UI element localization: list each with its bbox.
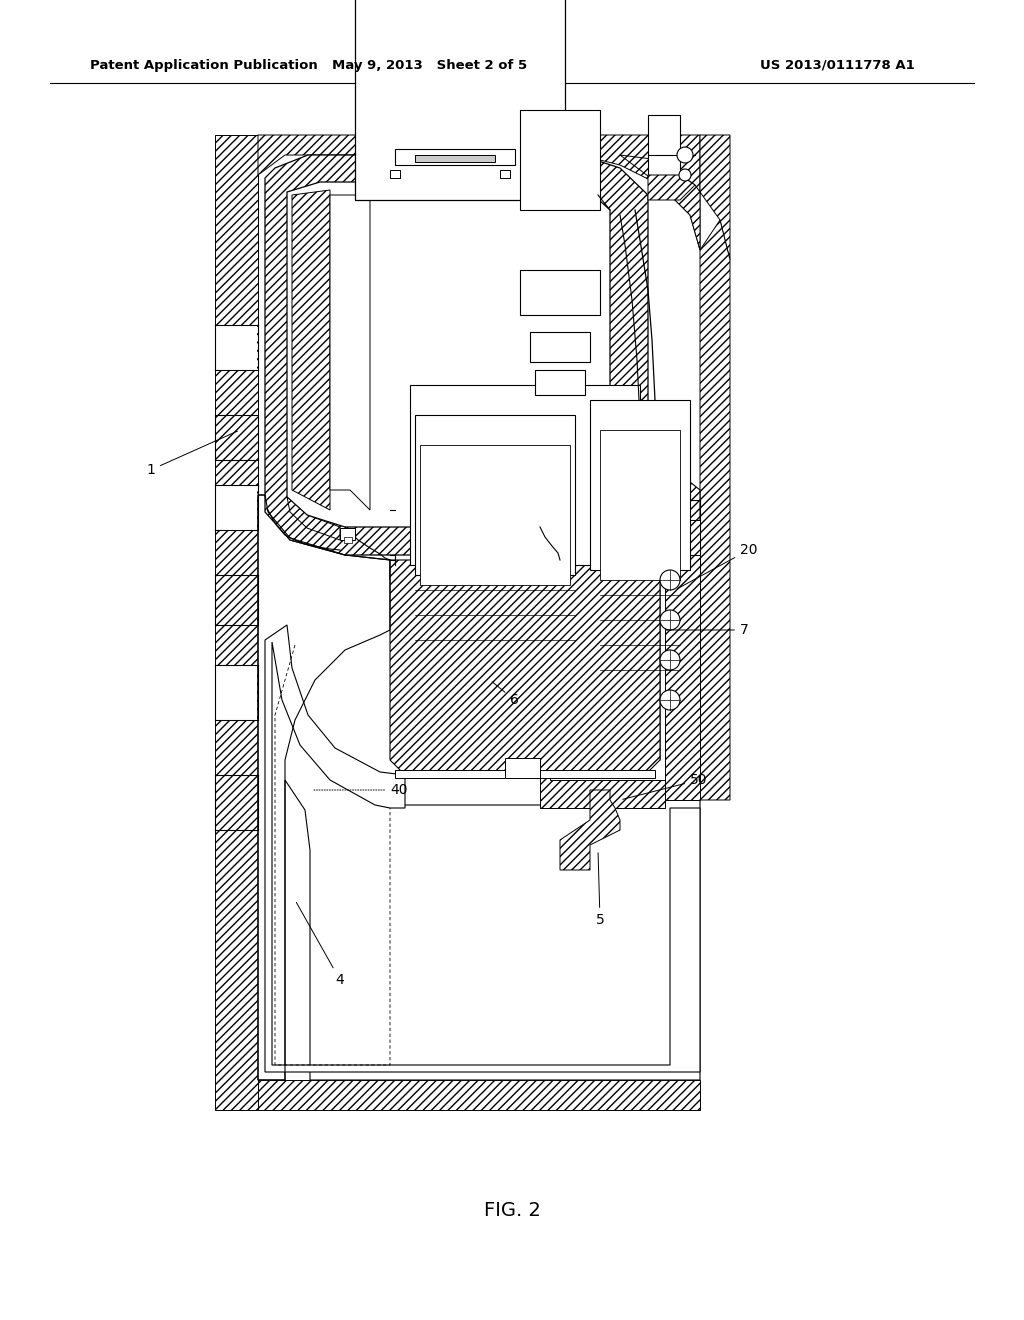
- Text: 4: 4: [296, 903, 344, 987]
- Polygon shape: [648, 176, 695, 201]
- Polygon shape: [685, 520, 700, 554]
- Circle shape: [679, 169, 691, 181]
- Bar: [395, 770, 655, 777]
- Bar: [390, 170, 400, 178]
- Text: 1: 1: [146, 432, 238, 477]
- Polygon shape: [540, 770, 665, 808]
- Polygon shape: [265, 154, 648, 554]
- Polygon shape: [560, 789, 620, 870]
- Bar: [355, 0, 565, 201]
- Polygon shape: [292, 190, 330, 510]
- Text: 50: 50: [623, 774, 708, 800]
- Bar: [340, 528, 355, 540]
- Bar: [590, 400, 690, 570]
- Text: 20: 20: [678, 543, 758, 589]
- Bar: [600, 430, 680, 579]
- Bar: [520, 271, 600, 315]
- Bar: [216, 484, 257, 531]
- Bar: [648, 115, 680, 176]
- Text: Patent Application Publication: Patent Application Publication: [90, 58, 317, 71]
- Bar: [344, 537, 352, 543]
- Bar: [415, 414, 575, 576]
- Bar: [410, 385, 640, 565]
- Polygon shape: [390, 560, 660, 775]
- Circle shape: [660, 610, 680, 630]
- Polygon shape: [287, 182, 610, 527]
- Polygon shape: [287, 498, 340, 540]
- Bar: [500, 170, 510, 178]
- Bar: [216, 325, 257, 370]
- Polygon shape: [620, 135, 730, 260]
- Text: 40: 40: [312, 783, 408, 797]
- Polygon shape: [258, 495, 700, 1080]
- Circle shape: [660, 649, 680, 671]
- Polygon shape: [540, 478, 670, 554]
- Text: 6: 6: [493, 681, 519, 708]
- Polygon shape: [330, 195, 370, 510]
- Polygon shape: [700, 220, 730, 800]
- Bar: [216, 665, 257, 719]
- Polygon shape: [258, 1080, 700, 1110]
- Text: 7: 7: [666, 623, 749, 638]
- Bar: [505, 758, 540, 777]
- Bar: [420, 445, 570, 585]
- Bar: [535, 370, 585, 395]
- Circle shape: [660, 690, 680, 710]
- Polygon shape: [258, 135, 700, 249]
- Text: May 9, 2013   Sheet 2 of 5: May 9, 2013 Sheet 2 of 5: [333, 58, 527, 71]
- Text: FIG. 2: FIG. 2: [483, 1200, 541, 1220]
- Polygon shape: [648, 478, 700, 554]
- Circle shape: [677, 147, 693, 162]
- Polygon shape: [265, 624, 700, 1072]
- Bar: [415, 154, 495, 162]
- Bar: [530, 333, 590, 362]
- Polygon shape: [665, 554, 700, 800]
- Text: US 2013/0111778 A1: US 2013/0111778 A1: [760, 58, 914, 71]
- Circle shape: [660, 570, 680, 590]
- Bar: [520, 110, 600, 210]
- Bar: [395, 149, 515, 165]
- Polygon shape: [215, 135, 258, 1110]
- Text: 5: 5: [596, 853, 604, 927]
